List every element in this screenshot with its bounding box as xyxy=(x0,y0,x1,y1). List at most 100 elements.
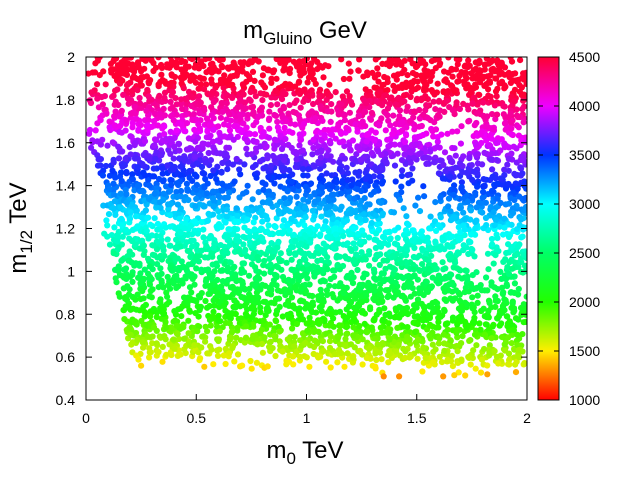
data-point xyxy=(219,64,226,71)
data-point xyxy=(211,198,218,205)
data-point xyxy=(288,215,295,222)
data-point xyxy=(255,58,262,65)
data-point xyxy=(373,221,380,228)
data-point xyxy=(209,250,216,257)
data-point xyxy=(304,327,311,334)
data-point xyxy=(491,284,498,291)
data-point xyxy=(360,121,367,128)
data-point xyxy=(437,194,444,201)
data-point xyxy=(389,283,396,290)
data-point xyxy=(361,195,368,202)
data-point xyxy=(145,235,152,242)
data-point xyxy=(372,276,380,283)
data-point xyxy=(445,88,452,95)
data-point xyxy=(101,93,108,100)
data-point xyxy=(395,84,402,91)
data-point xyxy=(456,326,463,333)
data-point xyxy=(258,104,265,111)
data-point xyxy=(185,135,192,142)
data-point xyxy=(170,336,177,343)
data-point xyxy=(368,324,375,331)
data-point xyxy=(203,134,210,141)
data-point xyxy=(96,72,103,79)
data-point xyxy=(255,113,262,120)
data-point xyxy=(469,246,476,253)
data-point xyxy=(499,181,506,188)
data-point xyxy=(371,74,378,81)
data-point xyxy=(487,72,494,79)
data-point xyxy=(154,254,161,261)
data-point xyxy=(393,307,400,314)
data-point xyxy=(133,115,140,122)
data-point xyxy=(473,151,480,159)
data-point xyxy=(318,291,325,298)
data-point xyxy=(272,159,279,166)
data-point xyxy=(472,225,479,232)
data-point xyxy=(115,155,123,162)
data-point xyxy=(137,270,144,277)
data-point xyxy=(380,257,387,264)
data-point xyxy=(323,96,330,103)
data-point xyxy=(479,128,486,135)
data-point xyxy=(460,209,467,216)
data-point xyxy=(440,175,447,182)
data-point xyxy=(456,160,464,167)
data-point xyxy=(411,126,418,133)
data-point xyxy=(223,151,230,158)
data-point xyxy=(420,183,427,190)
data-point xyxy=(218,283,225,290)
data-point xyxy=(195,349,202,356)
data-point xyxy=(128,201,135,208)
data-point xyxy=(392,101,399,108)
data-point xyxy=(276,258,283,265)
data-point xyxy=(181,335,188,342)
data-point xyxy=(377,324,384,331)
data-point xyxy=(489,111,496,118)
data-point xyxy=(341,363,348,370)
data-point xyxy=(127,331,134,338)
data-point xyxy=(246,233,253,240)
data-point xyxy=(148,294,155,301)
data-point xyxy=(432,240,439,247)
data-point xyxy=(502,119,509,126)
data-point xyxy=(272,87,279,94)
data-point xyxy=(243,137,250,144)
data-point xyxy=(220,302,227,309)
data-point xyxy=(471,122,478,129)
data-point xyxy=(271,300,278,307)
data-point xyxy=(314,244,321,251)
data-point xyxy=(267,269,274,276)
data-point xyxy=(315,296,322,303)
data-point xyxy=(521,207,527,214)
data-point xyxy=(478,139,485,147)
data-point xyxy=(219,267,226,274)
data-point xyxy=(302,204,309,211)
data-point xyxy=(376,261,383,269)
data-point xyxy=(373,252,380,259)
data-point xyxy=(490,260,497,267)
data-point xyxy=(201,107,208,114)
data-point xyxy=(88,89,95,96)
data-point xyxy=(449,317,456,324)
data-point xyxy=(402,297,409,304)
data-point xyxy=(195,85,202,92)
data-point xyxy=(507,57,514,61)
data-point xyxy=(108,66,115,73)
data-point xyxy=(413,300,420,308)
data-point xyxy=(217,114,224,121)
data-point xyxy=(387,122,394,129)
data-point xyxy=(501,224,508,231)
data-point xyxy=(178,80,185,87)
data-point xyxy=(320,240,327,247)
data-point xyxy=(134,223,141,230)
data-point xyxy=(105,211,113,218)
data-point xyxy=(523,293,527,300)
data-point xyxy=(140,151,147,159)
data-point xyxy=(516,354,523,361)
data-point xyxy=(347,68,354,75)
data-point xyxy=(501,341,508,348)
data-point xyxy=(223,116,230,123)
data-point xyxy=(202,278,210,285)
data-point xyxy=(261,334,268,341)
data-point xyxy=(293,151,300,158)
